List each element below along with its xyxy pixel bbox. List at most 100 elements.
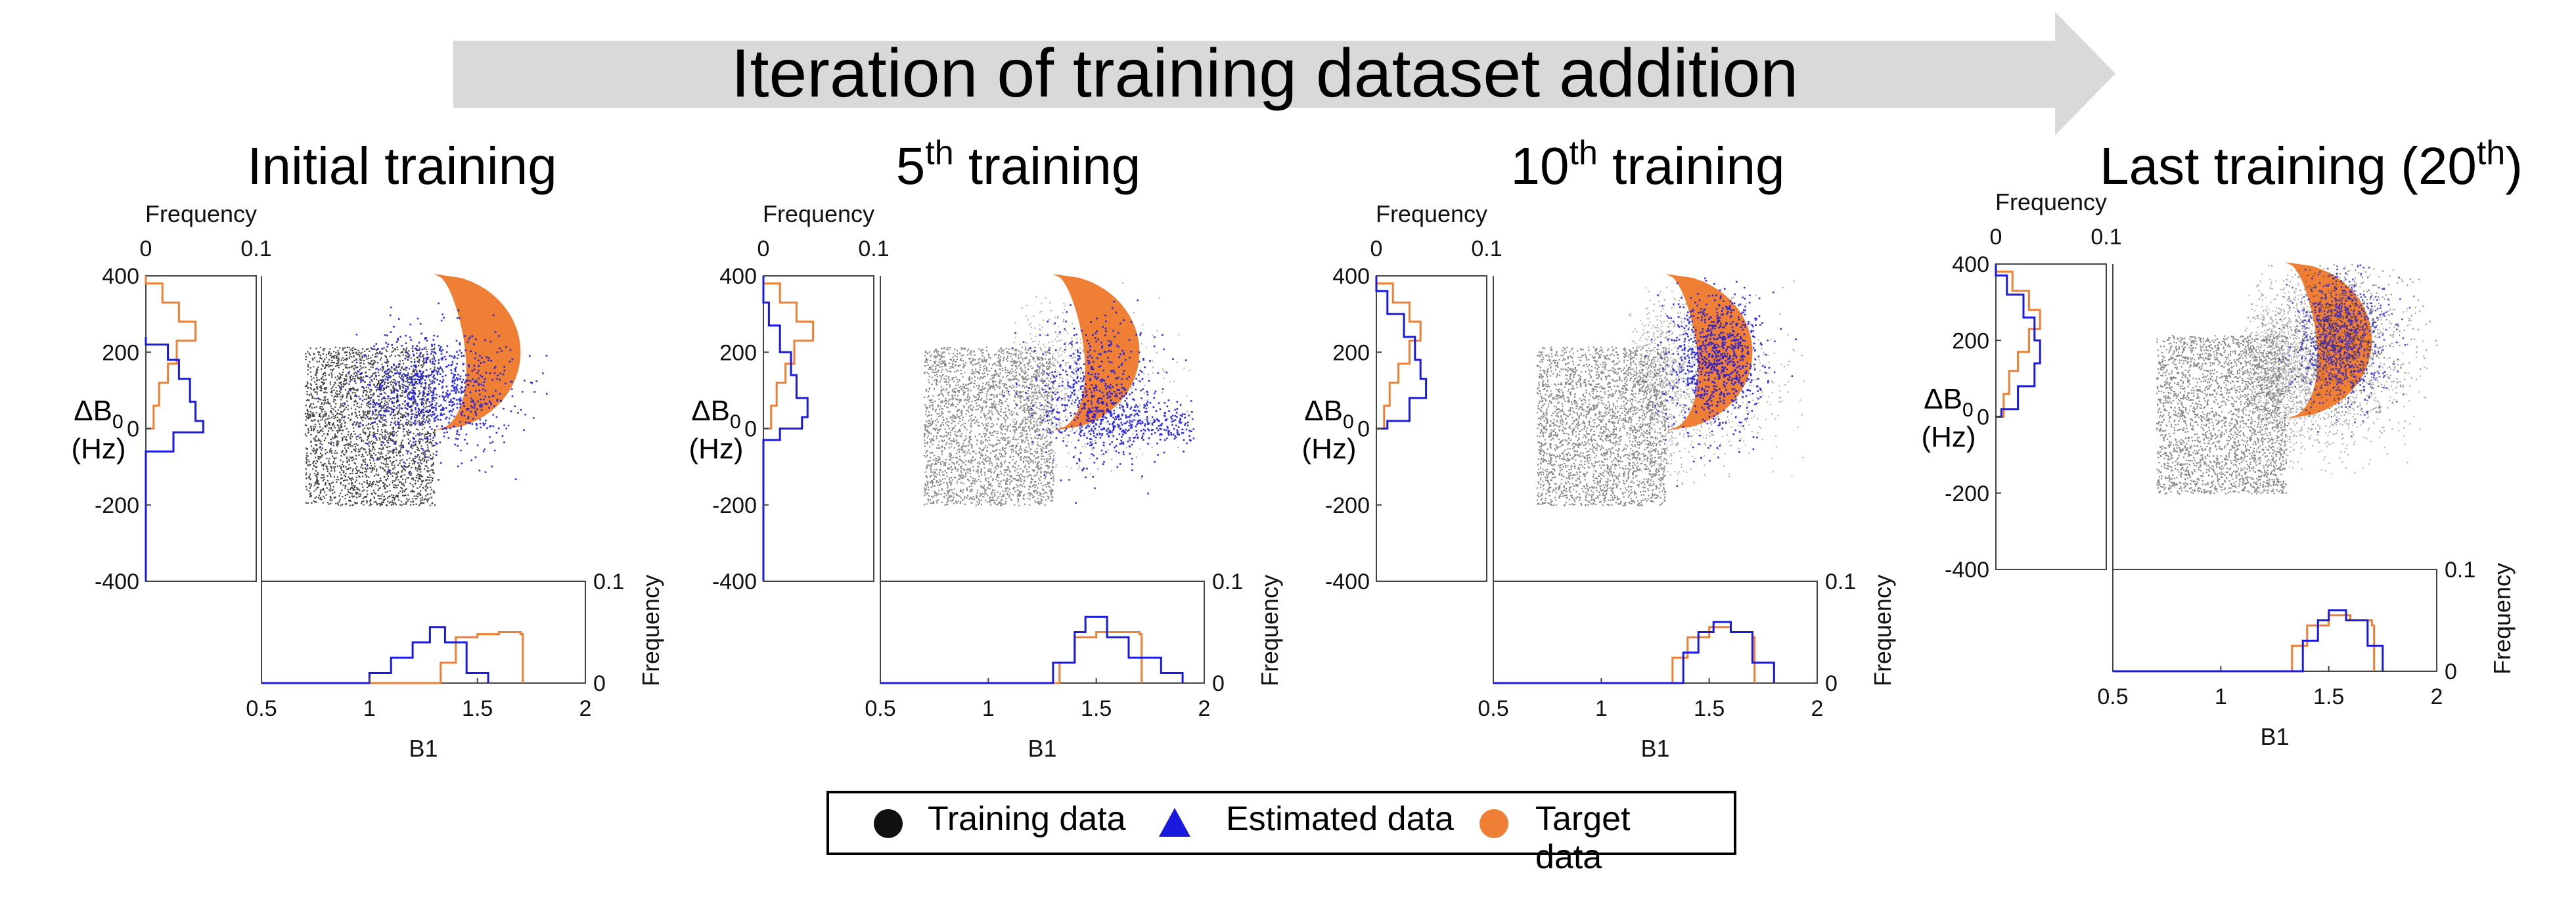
marginal-tick-label: 0.1 (593, 569, 624, 594)
y-axis-label: ΔB0 (74, 395, 123, 433)
scatter-area (1536, 274, 1805, 506)
estimated-marker-icon (1159, 808, 1190, 837)
training-spread-points (1010, 282, 1191, 479)
x-tick-label: 1.5 (1694, 696, 1725, 721)
marginal-axis-label: Frequency (1995, 188, 2107, 215)
panel-title: Initial training (247, 137, 556, 195)
y-axis-label: ΔB0 (1924, 383, 1973, 421)
x-tick-label: 1.5 (2313, 684, 2344, 709)
target-marker-icon (1480, 809, 1508, 838)
b1-estimated-histogram (2113, 609, 2384, 673)
y-tick-label: 0 (127, 417, 139, 442)
y-tick-label: -400 (95, 569, 139, 594)
y-tick-label: -200 (1325, 493, 1370, 518)
db0-target-histogram (762, 276, 815, 430)
estimated-points (317, 302, 548, 481)
y-tick-label: 200 (102, 340, 139, 365)
b1-estimated-histogram (880, 615, 1184, 684)
b1-target-histogram (880, 631, 1143, 684)
marginal-tick-label: 0.1 (1825, 569, 1856, 594)
panel-title: 10th training (1511, 134, 1785, 195)
training-marker-icon (874, 809, 903, 838)
marginal-axis-label: Frequency (1376, 200, 1487, 227)
marginal-axis-label: Frequency (2489, 563, 2516, 675)
x-tick-label: 0.5 (246, 696, 277, 721)
legend: Training data Estimated data Target data (826, 791, 1736, 876)
marginal-tick-label: 0.1 (858, 236, 889, 261)
x-tick-label: 1 (2215, 684, 2227, 709)
b1-target-histogram (1493, 626, 1756, 684)
x-tick-label: 2 (1811, 696, 1824, 721)
y-tick-label: 400 (1952, 252, 1989, 277)
training-points (2156, 265, 2427, 495)
x-axis-label: B1 (409, 735, 438, 762)
db0-estimated-histogram (1995, 264, 2041, 418)
y-tick-label: 0 (1977, 405, 1989, 430)
marginal-tick-label: 0 (593, 671, 606, 696)
legend-estimated-label: Estimated data (1226, 800, 1454, 838)
b1-histogram-frame (2112, 569, 2437, 672)
target-region (1052, 274, 1140, 431)
marginal-tick-label: 0 (757, 236, 770, 261)
target-region (1665, 274, 1753, 431)
db0-target-histogram (1995, 264, 2041, 418)
y-axis-unit: (Hz) (1921, 421, 1976, 453)
y-tick-label: -400 (712, 569, 757, 594)
y-axis-label: ΔB0 (691, 395, 740, 433)
b1-target-histogram (2113, 614, 2376, 673)
db0-target-histogram (1375, 276, 1422, 430)
y-axis-label: ΔB0 (1304, 395, 1353, 433)
marginal-tick-label: 0 (1825, 671, 1838, 696)
marginal-axis-label: Frequency (1256, 575, 1283, 686)
marginal-tick-label: 0.1 (2445, 558, 2475, 583)
panel-title: 5th training (896, 134, 1141, 195)
b1-histogram-frame (880, 581, 1205, 684)
db0-estimated-histogram (762, 276, 809, 581)
iteration-arrow: Iteration of training dataset addition (453, 12, 2115, 135)
x-tick-label: 0.5 (865, 696, 895, 721)
x-tick-label: 1 (982, 696, 995, 721)
x-tick-label: 0.5 (1478, 696, 1508, 721)
training-points (923, 282, 1191, 506)
x-tick-label: 2 (2431, 684, 2443, 709)
panel-title: Last training (20th) (2100, 134, 2523, 195)
marginal-tick-label: 0 (1990, 225, 2002, 250)
scatter-area (2156, 262, 2438, 495)
x-tick-label: 2 (1198, 696, 1211, 721)
x-tick-label: 2 (579, 696, 592, 721)
training-points (304, 346, 436, 506)
marginal-axis-label: Frequency (1869, 575, 1896, 686)
b1-estimated-histogram (1493, 621, 1775, 684)
y-axis-unit: (Hz) (1301, 433, 1356, 465)
b1-histogram-frame (261, 581, 586, 684)
db0-estimated-histogram (145, 337, 204, 581)
y-tick-label: -200 (95, 493, 139, 518)
banner-text: Iteration of training dataset addition (731, 35, 1799, 112)
db0-estimated-histogram (1375, 276, 1428, 430)
y-tick-label: 200 (1332, 340, 1370, 365)
target-region (434, 274, 521, 431)
y-tick-label: 200 (719, 340, 757, 365)
x-axis-label: B1 (2260, 723, 2289, 750)
x-tick-label: 1.5 (1081, 696, 1112, 721)
marginal-tick-label: 0.1 (1471, 236, 1502, 261)
y-tick-label: 400 (1332, 264, 1370, 289)
b1-histogram: 0.5 1 1.5 2 B1 0.1 0 Frequency (246, 569, 664, 762)
x-tick-label: 1.5 (462, 696, 493, 721)
y-tick-label: 0 (1357, 417, 1370, 442)
y-tick-label: -400 (1945, 558, 1989, 583)
y-tick-label: -200 (712, 493, 757, 518)
marginal-axis-label: Frequency (763, 200, 874, 227)
y-tick-label: 400 (719, 264, 757, 289)
y-axis-unit: (Hz) (71, 433, 125, 465)
marginal-tick-label: 0 (1212, 671, 1225, 696)
y-tick-label: 0 (744, 417, 757, 442)
b1-histogram: 0.5 1 1.5 2 B1 0.1 0 Frequency (1478, 569, 1896, 762)
x-tick-label: 1 (1595, 696, 1608, 721)
